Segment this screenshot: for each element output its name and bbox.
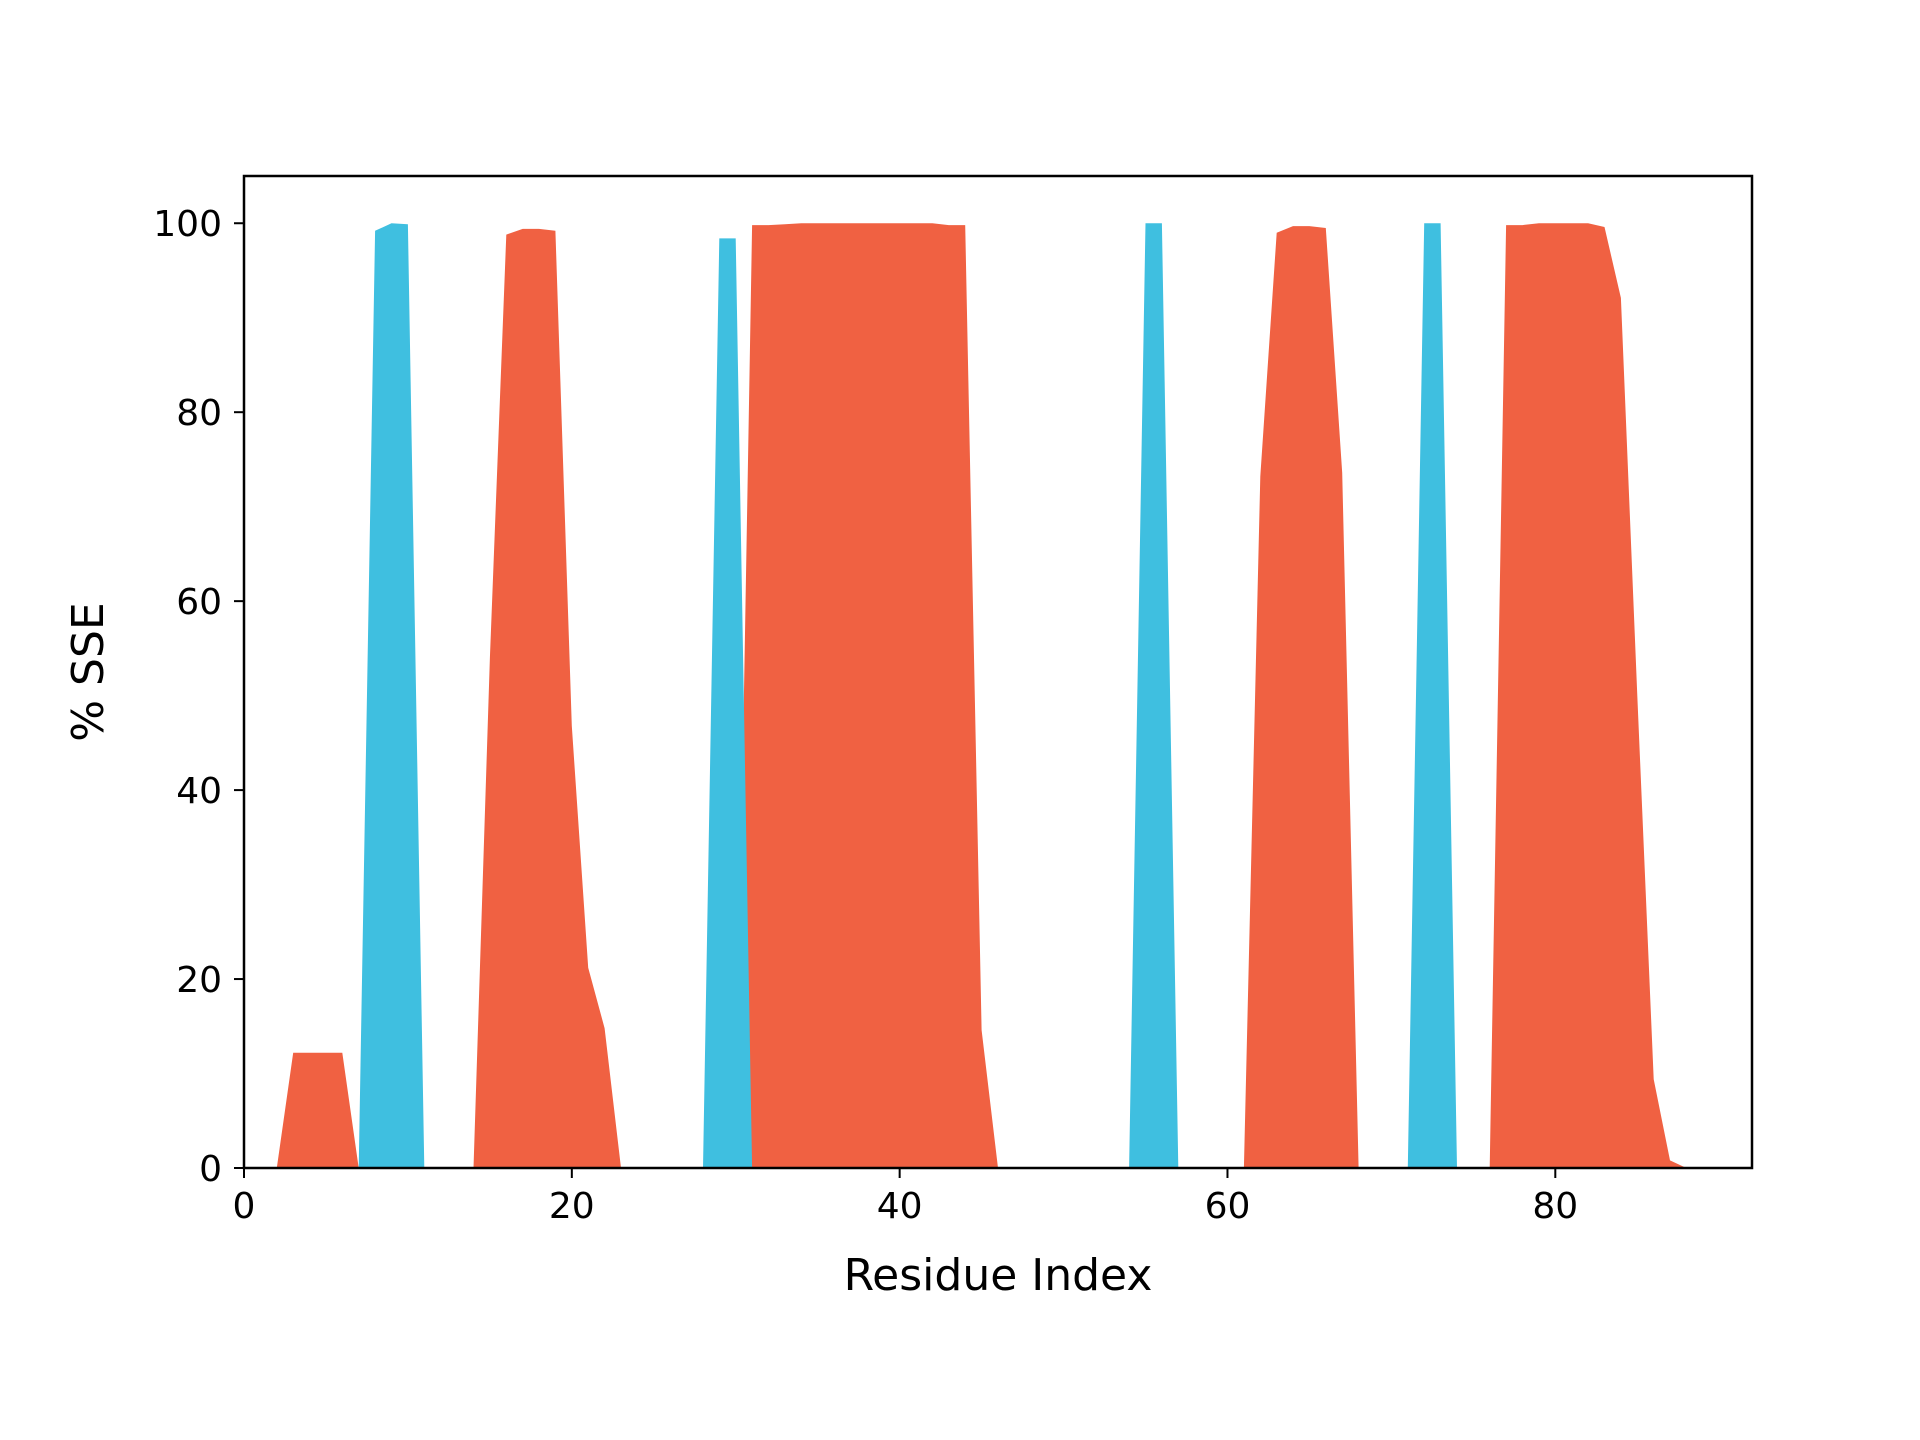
y-axis-label: % SSE (63, 602, 114, 741)
series-layer (276, 223, 1687, 1168)
x-tick-label: 60 (1205, 1186, 1251, 1227)
x-tick-label: 80 (1532, 1186, 1578, 1227)
y-tick-label: 20 (176, 960, 222, 1001)
x-tick-label: 40 (877, 1186, 923, 1227)
y-tick-label: 40 (176, 771, 222, 812)
series-area-1 (276, 223, 1687, 1168)
y-tick-label: 60 (176, 582, 222, 623)
x-axis-label: Residue Index (844, 1250, 1153, 1301)
plot-frame (242, 174, 1754, 1170)
y-tick-label: 0 (199, 1149, 222, 1190)
x-axis-ticks: 0 20 40 60 80 (233, 1168, 1578, 1227)
y-axis-ticks: 0 20 40 60 80 100 (153, 204, 244, 1190)
x-tick-label: 0 (233, 1186, 256, 1227)
y-tick-label: 80 (176, 393, 222, 434)
y-tick-label: 100 (153, 204, 222, 245)
x-tick-label: 20 (549, 1186, 595, 1227)
